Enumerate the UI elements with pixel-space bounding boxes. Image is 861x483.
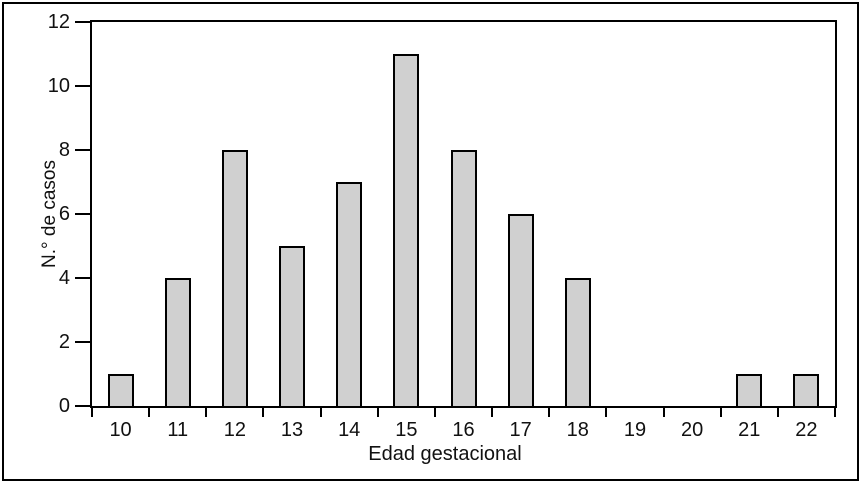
y-tick xyxy=(75,405,91,407)
bar xyxy=(221,150,248,406)
bar xyxy=(736,374,763,406)
x-tick-label: 13 xyxy=(280,419,304,441)
y-tick xyxy=(75,85,91,87)
x-tick xyxy=(319,406,322,417)
y-tick-label: 10 xyxy=(47,75,70,97)
y-tick-label: 4 xyxy=(58,267,70,289)
x-tick xyxy=(605,406,608,417)
y-tick xyxy=(75,341,91,343)
y-tick xyxy=(75,21,91,23)
x-tick-label: 22 xyxy=(795,419,818,441)
x-tick xyxy=(433,406,436,417)
bar xyxy=(393,54,420,406)
x-tick xyxy=(262,406,265,417)
x-axis-title: Edad gestacional xyxy=(368,443,522,465)
x-tick-label: 10 xyxy=(109,419,132,441)
bar xyxy=(279,246,306,406)
y-tick xyxy=(75,149,91,151)
y-tick-label: 0 xyxy=(58,395,70,417)
y-tick-label: 8 xyxy=(58,139,70,161)
x-tick-label: 18 xyxy=(566,419,589,441)
x-tick xyxy=(148,406,151,417)
x-tick-label: 17 xyxy=(509,419,532,441)
x-tick-label: 19 xyxy=(623,419,647,441)
y-tick xyxy=(75,213,91,215)
x-tick-label: 20 xyxy=(680,419,704,441)
x-tick-label: 11 xyxy=(167,419,189,441)
x-tick xyxy=(91,406,93,417)
x-tick xyxy=(205,406,208,417)
x-tick xyxy=(491,406,494,417)
x-tick-label: 15 xyxy=(395,419,418,441)
plot-area xyxy=(90,20,837,408)
x-tick xyxy=(662,406,665,417)
x-tick xyxy=(376,406,379,417)
y-tick-label: 2 xyxy=(58,331,70,353)
y-tick-label: 12 xyxy=(47,11,70,33)
y-tick-label: 6 xyxy=(58,203,70,225)
x-tick-label: 14 xyxy=(338,419,361,441)
bar xyxy=(336,182,363,406)
x-tick xyxy=(719,406,722,417)
x-tick-label: 21 xyxy=(738,419,761,441)
bar xyxy=(450,150,477,406)
bar xyxy=(507,214,534,406)
bar xyxy=(107,374,134,406)
x-tick xyxy=(776,406,779,417)
bar xyxy=(793,374,820,406)
bar xyxy=(564,278,591,406)
x-tick-label: 16 xyxy=(452,419,475,441)
x-tick xyxy=(834,406,836,417)
x-tick xyxy=(548,406,551,417)
x-tick-label: 12 xyxy=(223,419,246,441)
y-tick xyxy=(75,277,91,279)
bar xyxy=(164,278,191,406)
y-axis-title: N.° de casos xyxy=(39,160,60,268)
